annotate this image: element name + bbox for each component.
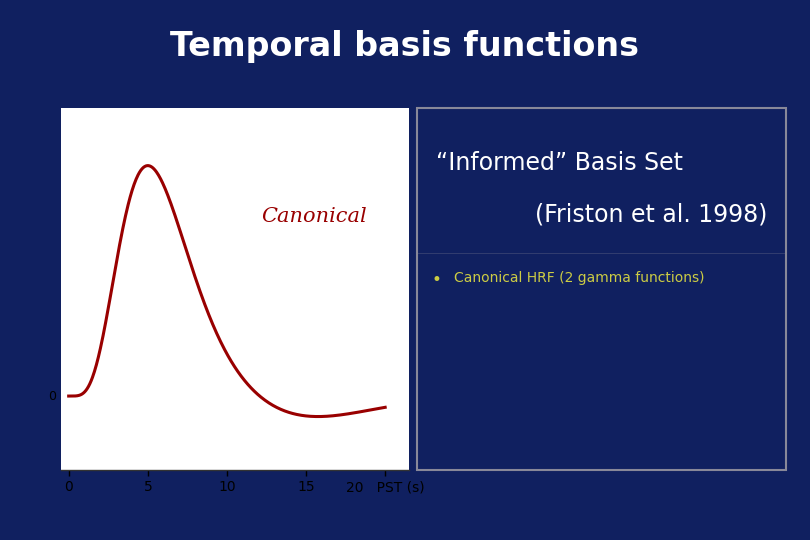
Text: (Friston et al. 1998): (Friston et al. 1998)	[535, 202, 767, 226]
Text: “Informed” Basis Set: “Informed” Basis Set	[436, 151, 683, 176]
Text: •: •	[432, 271, 441, 289]
Text: Temporal basis functions: Temporal basis functions	[170, 30, 640, 63]
Text: Canonical: Canonical	[262, 207, 367, 226]
Text: Canonical HRF (2 gamma functions): Canonical HRF (2 gamma functions)	[454, 271, 705, 285]
Text: 0: 0	[48, 389, 56, 402]
